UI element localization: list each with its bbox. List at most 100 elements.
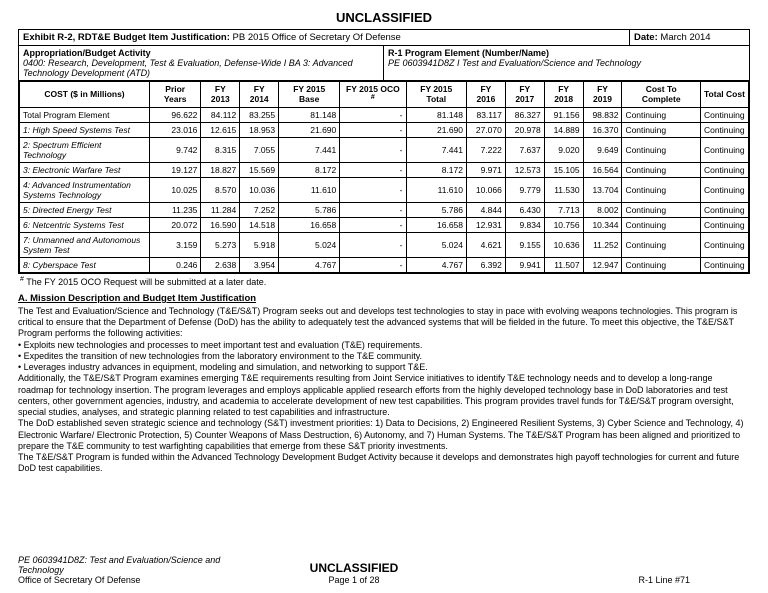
footer-left-line1: PE 0603941D8Z: Test and Evaluation/Scien… [18,555,220,575]
cell: 18.827 [201,162,240,177]
cell: Continuing [700,232,748,257]
cell: Continuing [700,122,748,137]
row-label: 4: Advanced Instrumentation Systems Tech… [20,177,150,202]
cell: Continuing [622,232,701,257]
row-label: 6: Netcentric Systems Test [20,217,150,232]
cell: Continuing [622,257,701,272]
col-header: FY 2015 Total [406,82,467,108]
cell: 8.570 [201,177,240,202]
cost-table-body: Total Program Element96.62284.11283.2558… [20,107,749,272]
r1-label: R-1 Program Element (Number/Name) [388,48,549,58]
classification-top: UNCLASSIFIED [18,10,750,25]
cell: 5.786 [279,202,340,217]
cell: 23.016 [150,122,201,137]
cell: 6.392 [467,257,506,272]
table-row: 2: Spectrum Efficient Technology9.7428.3… [20,137,749,162]
cell: 12.931 [467,217,506,232]
cell: - [340,162,406,177]
classification-bottom: UNCLASSIFIED [242,561,466,575]
narrative-p2: Additionally, the T&E/S&T Program examin… [18,373,750,418]
table-row: 3: Electronic Warfare Test19.12718.82715… [20,162,749,177]
exhibit-cell: Exhibit R-2, RDT&E Budget Item Justifica… [19,30,629,45]
cell: - [340,177,406,202]
cell: Continuing [622,217,701,232]
sub-header-row: Appropriation/Budget Activity 0400: Rese… [19,46,749,81]
cell: 21.690 [279,122,340,137]
cell: 16.658 [279,217,340,232]
cell: 7.441 [279,137,340,162]
cell: 8.315 [201,137,240,162]
r1-cell: R-1 Program Element (Number/Name) PE 060… [384,46,749,80]
cell: 7.055 [240,137,279,162]
cell: 11.252 [583,232,622,257]
appropriation-line: 0400: Research, Development, Test & Eval… [23,58,353,78]
date-cell: Date: March 2014 [629,30,749,45]
cell: 9.649 [583,137,622,162]
cell: Continuing [622,202,701,217]
col-header: Prior Years [150,82,201,108]
page-number: Page 1 of 28 [242,575,466,585]
cell: 9.971 [467,162,506,177]
cell: 91.156 [544,107,583,122]
narrative-b3: • Leverages industry advances in equipme… [18,362,750,373]
cell: 7.222 [467,137,506,162]
footer-center: UNCLASSIFIED Page 1 of 28 [242,561,466,585]
narrative-block: The Test and Evaluation/Science and Tech… [18,306,750,475]
date-value: March 2014 [660,32,710,43]
cell: 19.127 [150,162,201,177]
cell: 13.704 [583,177,622,202]
cell: 12.947 [583,257,622,272]
cell: 16.370 [583,122,622,137]
table-row: 6: Netcentric Systems Test20.07216.59014… [20,217,749,232]
cell: 8.172 [279,162,340,177]
cell: 10.066 [467,177,506,202]
cell: 7.252 [240,202,279,217]
appropriation-cell: Appropriation/Budget Activity 0400: Rese… [19,46,384,80]
cost-table-head: COST ($ in Millions)Prior YearsFY 2013FY… [20,82,749,108]
cell: 9.834 [505,217,544,232]
cell: 11.235 [150,202,201,217]
cost-table: COST ($ in Millions)Prior YearsFY 2013FY… [19,81,749,273]
cell: Continuing [700,137,748,162]
narrative-b1: • Exploits new technologies and processe… [18,340,750,351]
cell: Continuing [622,122,701,137]
row-label: 1: High Speed Systems Test [20,122,150,137]
cell: 81.148 [406,107,467,122]
cell: 3.954 [240,257,279,272]
cell: 16.564 [583,162,622,177]
cell: 21.690 [406,122,467,137]
cell: 7.637 [505,137,544,162]
cell: - [340,122,406,137]
cell: 18.953 [240,122,279,137]
cell: 12.615 [201,122,240,137]
cell: 16.658 [406,217,467,232]
cell: 7.713 [544,202,583,217]
cell: 0.246 [150,257,201,272]
appropriation-label: Appropriation/Budget Activity [23,48,151,58]
cell: 10.756 [544,217,583,232]
cell: Continuing [700,257,748,272]
cell: - [340,107,406,122]
cell: 86.327 [505,107,544,122]
cell: - [340,217,406,232]
row-label: 7: Unmanned and Autonomous System Test [20,232,150,257]
justification-box: Exhibit R-2, RDT&E Budget Item Justifica… [18,29,750,274]
footnote-text: The FY 2015 OCO Request will be submitte… [26,277,266,287]
cell: 8.002 [583,202,622,217]
narrative-p1: The Test and Evaluation/Science and Tech… [18,306,750,340]
cell: 7.441 [406,137,467,162]
col-header: FY 2016 [467,82,506,108]
footer-right: R-1 Line #71 [466,575,750,585]
cell: Continuing [622,162,701,177]
cell: 83.117 [467,107,506,122]
cell: 10.636 [544,232,583,257]
cell: Continuing [622,137,701,162]
row-label: Total Program Element [20,107,150,122]
narrative-p4: The T&E/S&T Program is funded within the… [18,452,750,475]
cell: Continuing [622,177,701,202]
col-header: FY 2019 [583,82,622,108]
cell: - [340,232,406,257]
col-header: FY 2018 [544,82,583,108]
table-row: 8: Cyberspace Test0.2462.6383.9544.767-4… [20,257,749,272]
cell: 83.255 [240,107,279,122]
